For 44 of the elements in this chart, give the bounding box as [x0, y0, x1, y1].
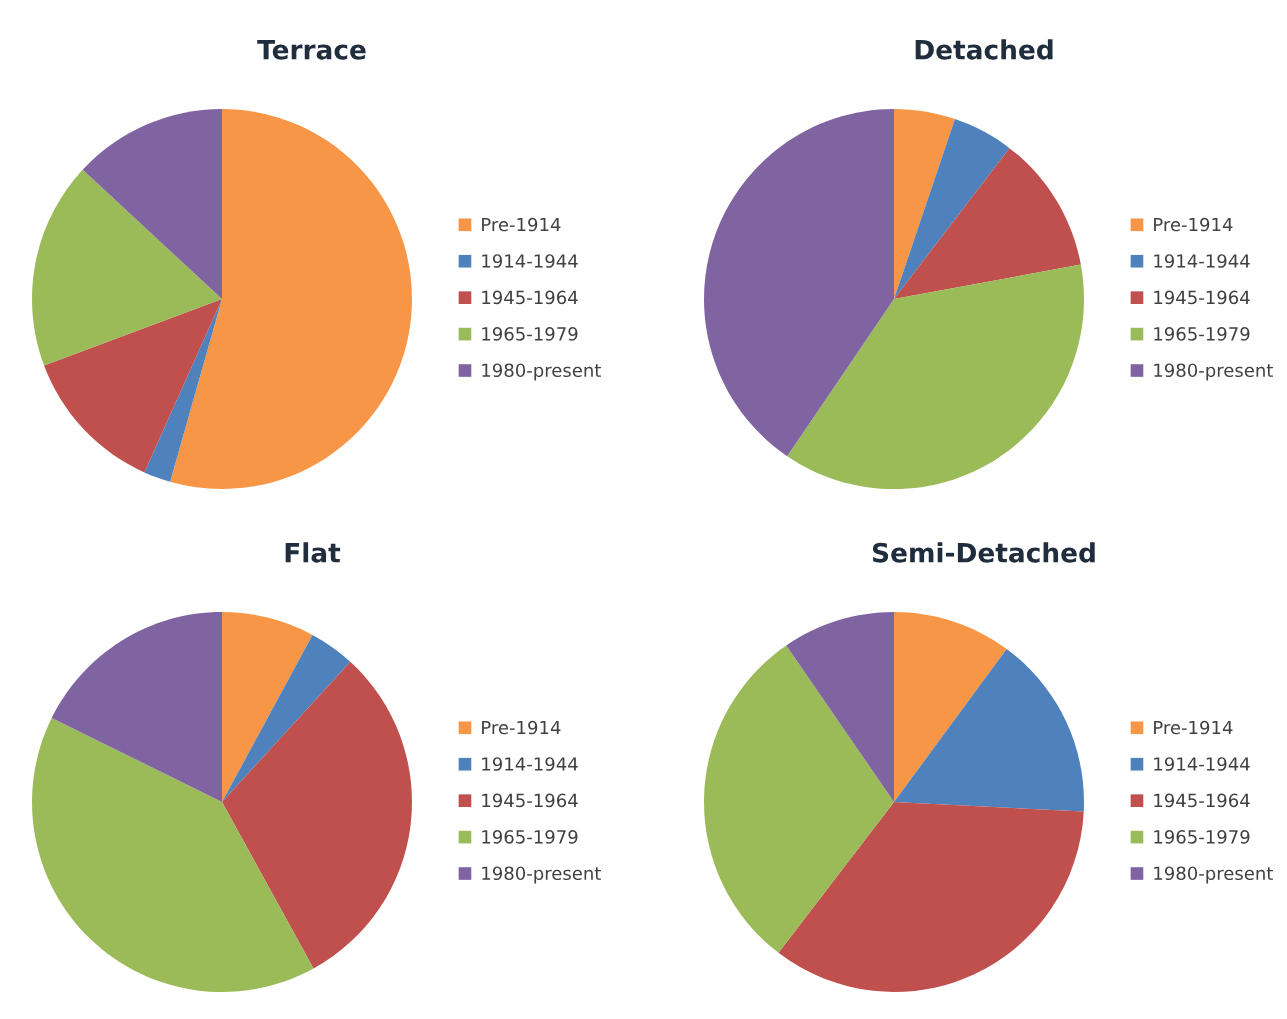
pie-slice	[704, 109, 894, 457]
legend-label: 1980-present	[1154, 363, 1273, 381]
chart-title: Terrace	[257, 40, 366, 60]
legend-label: 1965-1979	[1154, 830, 1250, 844]
pie-slice	[222, 612, 313, 802]
pie-slice	[82, 109, 222, 299]
pie-slice	[894, 119, 1010, 299]
legend-label: 1945-1964	[482, 793, 578, 808]
legend-label: 1965-1979	[482, 327, 578, 341]
pie-slice	[51, 612, 222, 802]
legend-label: 1945-1964	[482, 290, 578, 305]
legend-label: Pre-1914	[1154, 217, 1233, 232]
pie-slice	[778, 802, 1084, 992]
pie-slice	[894, 612, 1007, 802]
chart-title: Semi-Detached	[872, 542, 1095, 563]
legend-label: 1914-1944	[1154, 254, 1250, 268]
pie-slice	[44, 299, 222, 473]
pie-slice	[704, 645, 894, 953]
pie-slice	[170, 109, 412, 489]
legend-label: 1965-1979	[1154, 327, 1250, 341]
legend-label: 1980-present	[1154, 866, 1273, 884]
legend-label: 1980-present	[482, 363, 601, 381]
legend-label: 1980-present	[482, 866, 601, 884]
legend-label: 1965-1979	[482, 830, 578, 844]
pie-slice	[144, 299, 222, 482]
pie-slice	[894, 648, 1084, 812]
pie-slice	[786, 612, 894, 802]
legend-label: Pre-1914	[1154, 720, 1233, 735]
chart-title: Detached	[915, 39, 1053, 60]
pie-slice	[894, 148, 1081, 299]
pie-slice	[894, 109, 955, 299]
pie-slice	[787, 264, 1084, 489]
legend-label: 1914-1944	[1154, 757, 1250, 771]
chart-title: Flat	[285, 542, 341, 563]
legend-label: 1945-1964	[1154, 793, 1250, 808]
legend-label: 1914-1944	[482, 757, 578, 771]
pie-slice	[222, 661, 412, 969]
pie-slice	[222, 634, 351, 802]
legend-label: Pre-1914	[482, 217, 561, 232]
pie-slice	[32, 169, 222, 366]
legend-label: 1914-1944	[482, 254, 578, 268]
legend-label: Pre-1914	[482, 720, 561, 735]
legend-label: 1945-1964	[1154, 290, 1250, 305]
pie-slice	[32, 717, 314, 992]
